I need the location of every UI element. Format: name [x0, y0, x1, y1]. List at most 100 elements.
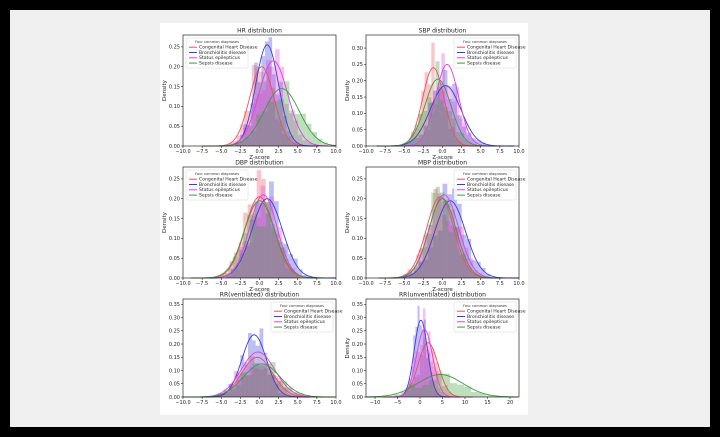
hist-bar	[243, 128, 248, 146]
hist-bar	[432, 235, 438, 278]
chart-panel-4: −10.0 −7.5 −5.0 −2.5 0.0 2.5 5.0 7.5 10.0 0.00 0.0…	[345, 160, 526, 294]
hist-bar	[228, 383, 233, 397]
x-tick-label: 0.0	[256, 149, 264, 155]
hist-bar	[429, 224, 434, 278]
legend-item-label: Status epilepticus	[199, 55, 241, 61]
x-tick-label: −2.5	[417, 281, 429, 287]
legend-title: Four common diagnoses	[195, 40, 239, 44]
hist-bar	[414, 387, 422, 397]
hist-bar	[218, 274, 224, 278]
x-tick-label: 2.5	[275, 149, 283, 155]
hist-bar	[423, 337, 427, 397]
hist-bar	[279, 247, 285, 278]
hist-bar	[424, 72, 428, 146]
hist-bar	[266, 202, 271, 278]
legend-item-label: Congenital Heart Disease	[199, 45, 258, 51]
y-tick-label: 0.15	[352, 355, 363, 361]
hist-bar	[270, 66, 276, 146]
legend-item-label: Status epilepticus	[467, 187, 509, 193]
hist-bar	[409, 272, 415, 278]
legend-box	[185, 169, 249, 201]
legend-item-label: Congenital Heart Disease	[467, 45, 526, 51]
hist-bar	[413, 271, 419, 278]
hist-bar	[416, 374, 421, 397]
hist-bar	[307, 276, 313, 278]
hist-bar	[410, 384, 413, 397]
y-tick-label: 0.25	[352, 329, 363, 335]
x-tick-label: 0.0	[439, 281, 447, 287]
kde-curve	[190, 200, 329, 279]
hist-bar	[260, 364, 266, 397]
hist-bar	[240, 124, 245, 146]
hist-bar	[272, 74, 276, 146]
hist-bar	[240, 253, 246, 278]
hist-bar	[485, 274, 491, 278]
x-tick-label: −5.0	[215, 400, 227, 406]
hist-bar	[409, 272, 415, 278]
hist-bar	[244, 376, 250, 397]
y-tick-label: 0.05	[352, 382, 363, 388]
hist-bar	[297, 134, 303, 146]
y-axis-label: Density	[345, 79, 351, 101]
hist-bar	[249, 219, 255, 278]
hist-bar	[230, 269, 236, 278]
hist-bar	[278, 241, 284, 278]
hist-bar	[244, 362, 249, 397]
hist-bar	[282, 134, 287, 146]
hist-bar	[386, 395, 394, 397]
hist-bar	[223, 390, 230, 397]
y-axis-label: Density	[162, 79, 168, 101]
x-tick-label: 7.5	[313, 281, 321, 287]
x-tick-label: 5	[441, 400, 444, 406]
hist-bar	[407, 390, 411, 397]
hist-bar	[443, 394, 446, 397]
hist-bar	[424, 232, 430, 278]
hist-bar	[442, 183, 448, 278]
hist-bar	[265, 363, 271, 397]
legend-title: Four common diagnoses	[463, 40, 507, 44]
x-tick-label: 7.5	[496, 149, 504, 155]
hist-bar	[429, 379, 437, 397]
x-tick-label: 0	[418, 400, 421, 406]
hist-bar	[265, 41, 269, 146]
legend-item-label: Sepsis disease	[199, 60, 233, 66]
hist-bar	[419, 324, 422, 397]
y-tick-label: 0.10	[169, 104, 180, 110]
legend-box	[453, 169, 517, 201]
legend-item-label: Congenital Heart Disease	[284, 309, 343, 315]
hist-bar	[440, 392, 444, 397]
hist-bar	[268, 371, 274, 397]
hist-bar	[288, 269, 294, 278]
hist-bar	[259, 369, 264, 397]
hist-bar	[443, 106, 448, 146]
hist-bar	[243, 240, 248, 278]
hist-bar	[239, 247, 244, 278]
x-tick-label: 15	[484, 400, 490, 406]
hist-bar	[283, 81, 290, 146]
hist-bar	[425, 343, 429, 397]
hist-bar	[435, 186, 440, 278]
y-tick-label: 0.15	[169, 216, 180, 222]
hist-bar	[277, 227, 283, 278]
kde-curve	[388, 328, 461, 398]
y-tick-label: 0.00	[352, 276, 363, 282]
hist-bar	[221, 394, 226, 397]
hist-bar	[235, 264, 241, 278]
chart-title: RR(ventilated) distribution	[220, 292, 300, 299]
hist-bar	[300, 113, 306, 146]
hist-bar	[280, 247, 286, 278]
hist-bar	[311, 143, 316, 146]
hist-bar	[439, 192, 445, 278]
hist-bar	[269, 181, 274, 278]
legend-item-label: Bronchiolitis disease	[199, 182, 246, 188]
hist-bar	[423, 110, 428, 146]
hist-bar	[270, 87, 275, 146]
x-tick-label: 2.5	[458, 149, 466, 155]
hist-bar	[247, 204, 253, 278]
hist-bar	[234, 269, 240, 278]
hist-bar	[467, 143, 473, 146]
hist-bar	[444, 110, 449, 146]
hist-bar	[281, 386, 287, 397]
hist-bar	[232, 385, 237, 397]
hist-bar	[228, 142, 233, 146]
